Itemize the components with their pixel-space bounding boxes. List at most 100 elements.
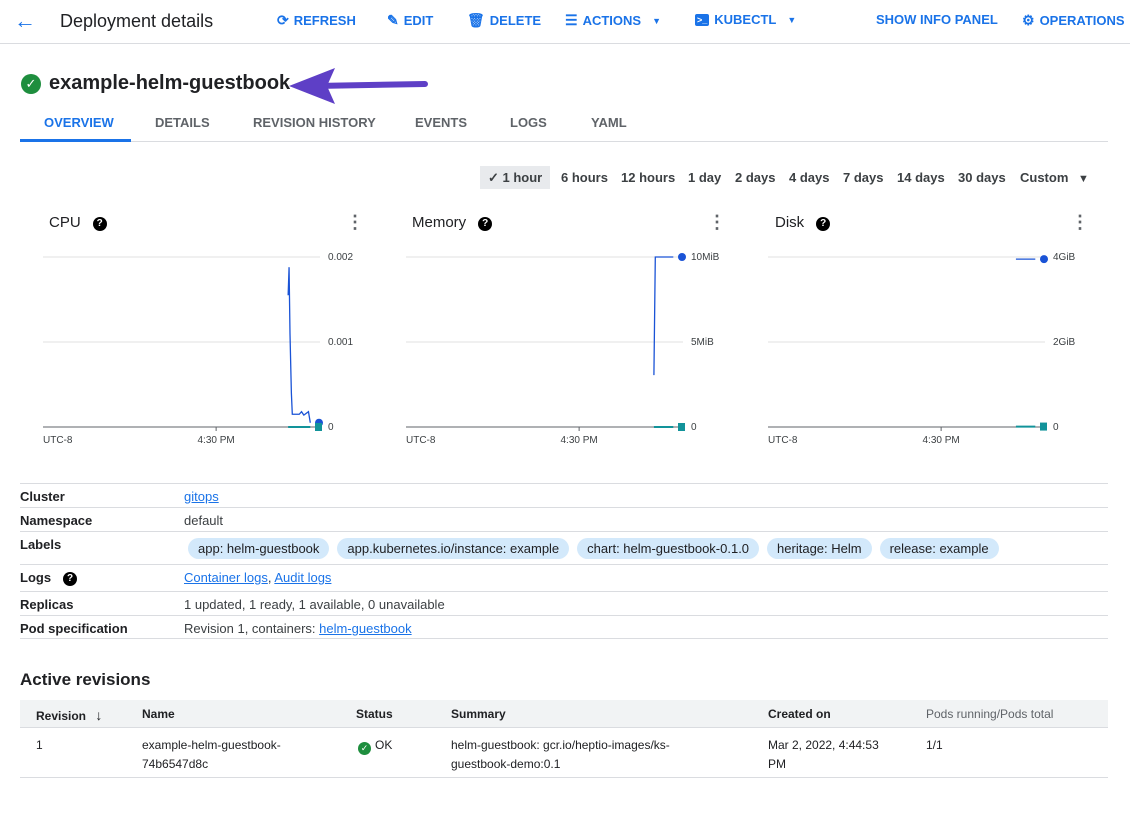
actions-label: ACTIONS (582, 13, 642, 28)
caret-down-icon: ▼ (787, 14, 797, 25)
col-summary[interactable]: Summary (451, 707, 506, 721)
time-range-1-day[interactable]: 1 day (688, 170, 722, 185)
time-range-2-days[interactable]: 2 days (735, 170, 776, 185)
tab-events[interactable]: EVENTS (415, 115, 468, 130)
memory-more-vert-icon[interactable]: ⋮ (708, 212, 726, 232)
cell-name: example-helm-guestbook- 74b6547d8c (142, 736, 281, 774)
col-revision[interactable]: Revision ↓ (36, 707, 102, 723)
memory-title: Memory (412, 214, 467, 231)
cell-revision: 1 (36, 738, 43, 752)
section-title: Active revisions (20, 670, 151, 689)
edit-label: EDIT (403, 13, 434, 28)
tab-yaml[interactable]: YAML (591, 115, 627, 130)
summary-line-2: guestbook-demo:0.1 (451, 757, 561, 771)
audit-logs-link[interactable]: Audit logs (274, 570, 332, 585)
caret-down-icon: ▼ (1078, 173, 1089, 185)
x-tick-label: UTC-8 (406, 435, 436, 446)
info-row-replicas: Replicas 1 updated, 1 ready, 1 available,… (20, 591, 1108, 615)
series-endpoint (678, 253, 686, 261)
y-tick-label: 4GiB (1053, 252, 1076, 263)
cpu-more-vert-icon[interactable]: ⋮ (346, 212, 364, 232)
label-chip: heritage: Helm (767, 538, 872, 559)
tab-bar: OVERVIEW DETAILS REVISION HISTORY EVENTS… (20, 105, 1108, 142)
label-chip: release: example (879, 538, 999, 559)
container-logs-link[interactable]: Container logs (184, 570, 268, 585)
show-info-panel-button[interactable]: SHOW INFO PANEL (876, 12, 998, 27)
tab-details[interactable]: DETAILS (155, 115, 210, 130)
name-line-2: 74b6547d8c (142, 757, 209, 771)
disk-more-vert-icon[interactable]: ⋮ (1071, 212, 1089, 232)
time-range-1-hour[interactable]: ✓ 1 hour (480, 166, 551, 189)
cell-summary: helm-guestbook: gcr.io/heptio-images/ks-… (451, 736, 670, 774)
label-chip: chart: helm-guestbook-0.1.0 (577, 538, 760, 559)
operations-label: OPERATIONS (1039, 13, 1125, 28)
help-icon[interactable]: ? (816, 217, 831, 231)
actions-menu-button[interactable]: ☰ ACTIONS ▼ (565, 12, 661, 29)
time-range-14-days[interactable]: 14 days (897, 170, 945, 185)
label-chip: app.kubernetes.io/instance: example (337, 538, 570, 559)
y-tick-label: 5MiB (691, 337, 714, 348)
time-range-7-days[interactable]: 7 days (843, 170, 884, 185)
operations-icon: ⚙ (1022, 12, 1035, 28)
time-range-6-hours[interactable]: 6 hours (561, 170, 608, 185)
info-row-logs: Logs? Container logs, Audit logs (20, 564, 1108, 591)
memory-chart: 0 5MiB 10MiB UTC-8 4:30 PM (406, 252, 720, 446)
logs-label: Logs (20, 570, 52, 585)
y-tick-label: 0.001 (328, 337, 353, 348)
y-tick-label: 0 (328, 422, 334, 433)
y-tick-label: 0.002 (328, 252, 353, 263)
trash-icon: 🗑 (467, 12, 485, 28)
cluster-label: Cluster (20, 489, 65, 504)
pod-spec-text: Revision 1, containers: (184, 621, 320, 636)
check-icon: ✓ (488, 170, 503, 185)
custom-label: Custom (1020, 170, 1069, 185)
series-line (653, 256, 674, 376)
status-text: OK (375, 738, 393, 752)
edit-button[interactable]: ✎ EDIT (387, 12, 433, 29)
cluster-link[interactable]: gitops (184, 489, 219, 504)
tab-revision-history[interactable]: REVISION HISTORY (253, 115, 376, 130)
y-tick-label: 0 (691, 422, 697, 433)
cpu-chart-title: CPU? (49, 214, 107, 231)
series-endpoint (315, 423, 322, 431)
time-range-12-hours[interactable]: 12 hours (621, 170, 676, 185)
tab-overview[interactable]: OVERVIEW (44, 115, 114, 130)
delete-label: DELETE (489, 13, 542, 28)
pencil-icon: ✎ (387, 12, 399, 28)
time-range-4-days[interactable]: 4 days (789, 170, 830, 185)
summary-line-1: helm-guestbook: gcr.io/heptio-images/ks- (451, 738, 670, 752)
tab-logs[interactable]: LOGS (510, 115, 547, 130)
help-icon[interactable]: ? (92, 217, 107, 231)
time-range-30-days[interactable]: 30 days (958, 170, 1006, 185)
refresh-button[interactable]: ⟳ REFRESH (277, 12, 356, 29)
kubectl-menu-button[interactable]: >_ KUBECTL ▼ (695, 12, 796, 27)
operations-button[interactable]: ⚙ OPERATIONS (1022, 12, 1125, 29)
series-endpoint (1040, 255, 1048, 264)
help-icon[interactable]: ? (478, 217, 493, 231)
replicas-label: Replicas (20, 597, 74, 612)
table-row-divider (20, 777, 1108, 778)
y-tick-label: 0 (1053, 422, 1059, 433)
time-range-custom[interactable]: Custom ▼ (1012, 166, 1097, 189)
x-tick-label: UTC-8 (768, 435, 798, 446)
delete-button[interactable]: 🗑 DELETE (467, 12, 541, 29)
col-label: Revision (36, 709, 87, 723)
series-endpoint (1040, 422, 1047, 431)
series-endpoint (678, 423, 685, 431)
col-pods: Pods running/Pods total (926, 707, 1054, 721)
col-created[interactable]: Created on (768, 707, 831, 721)
col-name[interactable]: Name (142, 707, 175, 721)
help-icon[interactable]: ? (63, 572, 78, 586)
back-arrow-icon[interactable]: ← (14, 8, 36, 33)
disk-chart-title: Disk? (775, 214, 831, 231)
table-header (20, 700, 1108, 728)
container-link[interactable]: helm-guestbook (319, 621, 412, 636)
status-ok-icon: ✓ (21, 74, 41, 94)
namespace-label: Namespace (20, 513, 93, 528)
labels-label: Labels (20, 537, 62, 552)
col-status[interactable]: Status (356, 707, 393, 721)
cpu-chart: 0 0.001 0.002 UTC-8 4:30 PM (43, 252, 353, 446)
cpu-title: CPU (49, 214, 81, 231)
replicas-value: 1 updated, 1 ready, 1 available, 0 unava… (184, 597, 445, 612)
caret-down-icon: ▼ (652, 15, 661, 26)
